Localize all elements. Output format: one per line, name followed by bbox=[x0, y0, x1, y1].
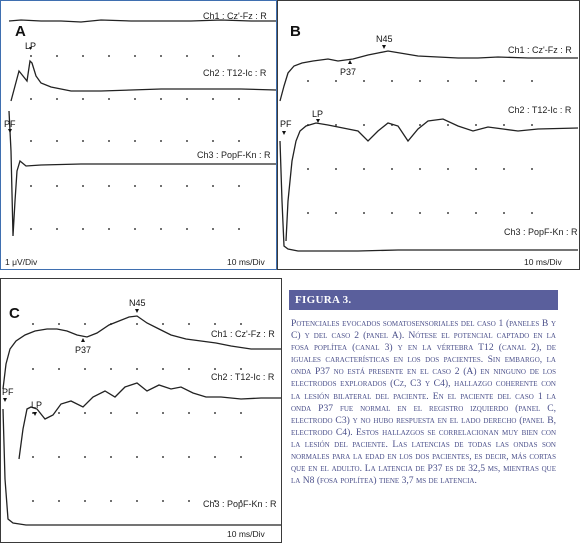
panel-b-time-scale: 10 ms/Div bbox=[524, 257, 562, 267]
caption-title: FIGURA 3. bbox=[289, 290, 558, 310]
panel-a-ch1-label: Ch1 : Cz'-Fz : R bbox=[203, 11, 267, 21]
panel-a-time-scale: 10 ms/Div bbox=[227, 257, 265, 267]
panel-b-label: B bbox=[290, 23, 301, 40]
panel-c-ch3-label: Ch3 : PopF-Kn : R bbox=[203, 499, 277, 509]
panel-c-lp-marker: LP bbox=[31, 400, 43, 410]
panel-a-pf-marker: PF bbox=[4, 119, 16, 129]
panel-c-ch3-trace bbox=[2, 408, 281, 526]
panel-a-traces bbox=[8, 19, 276, 237]
panel-a-label: A bbox=[15, 23, 26, 40]
panel-b-p37-marker: P37 bbox=[340, 67, 357, 77]
panel-c-pf-marker: PF bbox=[2, 387, 14, 397]
panel-b-ch1-trace bbox=[279, 50, 578, 102]
panel-b-pf-marker: PF bbox=[280, 119, 292, 129]
panel-a-ch2-label: Ch2 : T12-Ic : R bbox=[203, 68, 267, 78]
panel-c-ch2-trace bbox=[18, 382, 281, 460]
panel-c-n45-marker: N45 bbox=[129, 298, 146, 308]
panel-c-time-scale: 10 ms/Div bbox=[227, 529, 265, 539]
panel-c-ch1-label: Ch1 : Cz'-Fz : R bbox=[211, 329, 275, 339]
panel-b-ch3-trace bbox=[279, 140, 578, 252]
panel-a: A Ch1 : Cz'-Fz : R Ch2 : T12-Ic : R Ch3 … bbox=[0, 0, 277, 270]
panel-c: C Ch1 : Cz'-Fz : R Ch2 : T12-Ic : R Ch3 … bbox=[0, 278, 282, 543]
caption-text: Potenciales evocados somatosensoriales d… bbox=[291, 318, 556, 487]
panel-a-lp-marker: LP bbox=[25, 41, 37, 51]
panel-a-ch2-trace bbox=[10, 59, 276, 102]
panel-c-traces bbox=[2, 309, 281, 526]
panel-c-ch1-trace bbox=[2, 315, 281, 390]
panel-a-ch3-label: Ch3 : PopF-Kn : R bbox=[197, 150, 271, 160]
panel-b-ch2-trace bbox=[285, 118, 579, 242]
panel-a-ch1-trace bbox=[8, 19, 276, 23]
panel-a-amp-scale: 1 μV/Div bbox=[5, 257, 38, 267]
panel-a-ch3-trace bbox=[8, 110, 276, 237]
panel-b-lp-marker: LP bbox=[312, 109, 324, 119]
panel-c-label: C bbox=[9, 305, 20, 322]
panel-b-ch1-label: Ch1 : Cz'-Fz : R bbox=[508, 45, 572, 55]
panel-c-ch2-label: Ch2 : T12-Ic : R bbox=[211, 372, 275, 382]
panel-b-n45-marker: N45 bbox=[376, 34, 393, 44]
panel-b-ch3-label: Ch3 : PopF-Kn : R bbox=[504, 227, 578, 237]
panel-b-ch2-label: Ch2 : T12-Ic : R bbox=[508, 105, 572, 115]
figure-caption: FIGURA 3. Potenciales evocados somatosen… bbox=[289, 290, 558, 543]
panel-b: B Ch1 : Cz'-Fz : R Ch2 : T12-Ic : R Ch3 … bbox=[277, 0, 580, 270]
panel-c-p37-marker: P37 bbox=[75, 345, 92, 355]
panel-b-traces bbox=[279, 45, 579, 252]
